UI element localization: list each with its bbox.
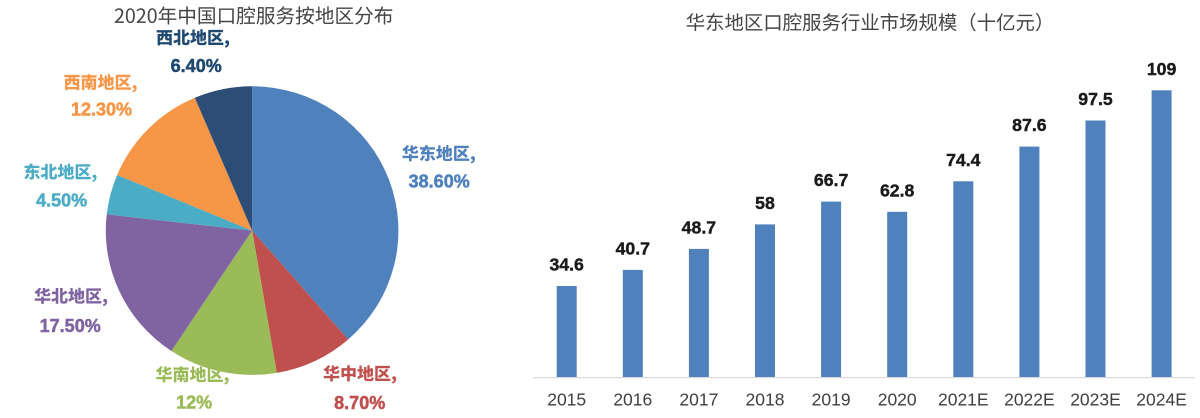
svg-text:109: 109 — [1147, 59, 1177, 79]
svg-text:2017: 2017 — [679, 390, 718, 410]
svg-text:4.50%: 4.50% — [36, 191, 87, 211]
svg-text:17.50%: 17.50% — [40, 316, 101, 336]
svg-text:62.8: 62.8 — [880, 180, 915, 200]
svg-text:8.70%: 8.70% — [334, 393, 385, 413]
svg-text:2015: 2015 — [547, 390, 586, 410]
svg-text:12%: 12% — [176, 393, 212, 413]
svg-text:2020: 2020 — [878, 390, 917, 410]
svg-text:2023E: 2023E — [1070, 390, 1121, 410]
svg-text:48.7: 48.7 — [682, 217, 717, 237]
svg-text:12.30%: 12.30% — [71, 99, 132, 119]
svg-text:74.4: 74.4 — [946, 150, 981, 170]
svg-text:2022E: 2022E — [1004, 390, 1055, 410]
svg-text:2021E: 2021E — [938, 390, 989, 410]
svg-text:6.40%: 6.40% — [171, 56, 222, 76]
svg-text:2024E: 2024E — [1136, 390, 1187, 410]
svg-text:2016: 2016 — [613, 390, 652, 410]
svg-text:40.7: 40.7 — [616, 238, 651, 258]
svg-text:66.7: 66.7 — [814, 170, 849, 190]
svg-text:2019: 2019 — [812, 390, 851, 410]
svg-text:58: 58 — [755, 193, 775, 213]
svg-text:97.5: 97.5 — [1078, 89, 1113, 109]
svg-text:2018: 2018 — [746, 390, 785, 410]
svg-text:34.6: 34.6 — [549, 255, 584, 275]
svg-text:87.6: 87.6 — [1012, 115, 1047, 135]
svg-text:38.60%: 38.60% — [409, 172, 470, 192]
